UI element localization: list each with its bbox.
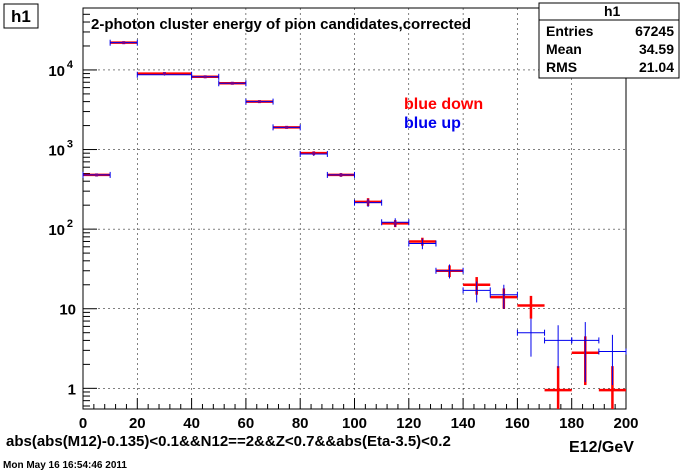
x-tick-label: 0: [79, 415, 87, 432]
x-axis-label: E12/GeV: [569, 439, 634, 456]
overlap-marker: [95, 173, 99, 177]
legend-entry-blue-up: blue up: [404, 115, 461, 132]
selection-cut-text: abs(abs(M12)-0.135)<0.1&&N12==2&&Z<0.7&&…: [6, 433, 451, 450]
legend-entry-blue-down: blue down: [404, 96, 483, 113]
overlap-marker: [366, 200, 370, 204]
x-tick-label: 40: [183, 415, 200, 432]
x-tick-label: 80: [292, 415, 309, 432]
stats-rms-value: 21.04: [639, 59, 674, 75]
overlap-marker: [312, 151, 316, 155]
data-point: [489, 284, 518, 309]
footer-timestamp: Mon May 16 16:54:46 2011: [3, 460, 127, 471]
overlap-marker: [339, 173, 343, 177]
y-tick-exponent: 2: [67, 218, 73, 230]
overlap-marker: [203, 75, 207, 79]
stats-rms-label: RMS: [546, 59, 577, 75]
x-tick-label: 20: [129, 415, 146, 432]
x-tick-label: 120: [396, 415, 421, 432]
data-point: [435, 264, 464, 279]
data-series: [82, 39, 627, 409]
data-point: [571, 322, 600, 383]
stats-title: h1: [604, 3, 621, 19]
y-tick-exponent: 4: [67, 59, 74, 71]
data-point: [598, 334, 627, 386]
overlap-marker: [285, 125, 289, 129]
y-tick-label: 10: [48, 222, 65, 239]
x-tick-label: 100: [342, 415, 367, 432]
overlap-marker: [257, 100, 261, 104]
canvas-tag-box: [3, 3, 39, 29]
x-tick-label: 180: [559, 415, 584, 432]
stats-entries-label: Entries: [546, 23, 594, 39]
canvas-tag: h1: [11, 7, 31, 26]
y-tick-label: 10: [48, 143, 65, 160]
plot-title: 2-photon cluster energy of pion candidat…: [91, 16, 471, 33]
overlap-marker: [162, 72, 166, 76]
y-tick-exponent: 3: [67, 139, 73, 151]
x-tick-label: 200: [613, 415, 638, 432]
x-tick-label: 60: [238, 415, 255, 432]
stats-mean-label: Mean: [546, 41, 582, 57]
y-tick-label: 10: [48, 63, 65, 80]
x-tick-label: 160: [505, 415, 530, 432]
overlap-marker: [230, 81, 234, 85]
x-axis: 0 20 40 60 80 100 120 140 160 180 200: [79, 398, 639, 432]
stats-entries-value: 67245: [635, 23, 674, 39]
stats-mean-value: 34.59: [639, 41, 674, 57]
y-tick-label: 1: [68, 381, 76, 398]
overlap-marker: [122, 41, 126, 45]
y-tick-label: 10: [59, 302, 76, 319]
data-point: [544, 325, 573, 369]
data-point: [544, 366, 572, 409]
stats-box: h1 Entries 67245 Mean 34.59 RMS 21.04: [538, 2, 680, 79]
data-point: [408, 238, 437, 250]
data-point: [516, 318, 546, 357]
overlap-marker: [393, 221, 397, 225]
x-tick-label: 140: [451, 415, 476, 432]
data-point: [517, 295, 545, 319]
